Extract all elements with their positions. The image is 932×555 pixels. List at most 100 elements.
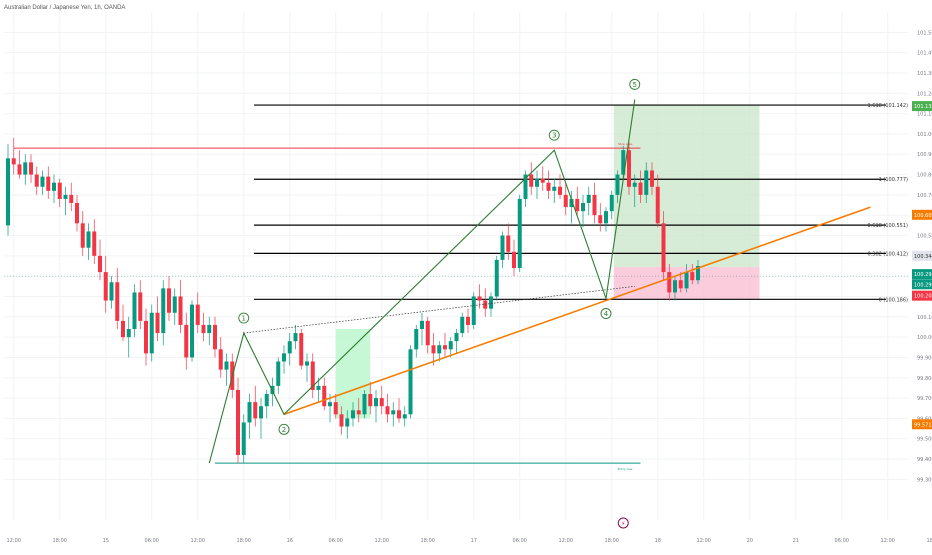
price-badge — [912, 209, 932, 220]
candle — [40, 176, 45, 187]
candle — [627, 150, 631, 187]
candle — [529, 174, 534, 187]
y-tick-label: 101.200 — [917, 91, 932, 97]
candle — [207, 324, 212, 334]
candle — [362, 394, 367, 415]
candle — [29, 162, 33, 175]
candle — [552, 186, 557, 191]
candle — [121, 320, 125, 338]
candle — [466, 316, 470, 325]
candle — [34, 174, 39, 187]
candle — [431, 345, 436, 354]
candle — [167, 288, 171, 313]
candle — [322, 385, 327, 407]
candle — [259, 406, 263, 419]
x-tick-label: 18:00 — [421, 538, 435, 544]
fib-label: 0.618 (100.551) — [868, 223, 909, 229]
candle — [69, 194, 74, 204]
dotted-line — [243, 285, 635, 334]
x-tick-label: 18:00 — [605, 538, 619, 544]
candle — [517, 198, 522, 269]
candle — [109, 282, 114, 301]
candle — [673, 280, 677, 293]
event-marker — [617, 517, 629, 529]
candle — [661, 223, 666, 273]
trend-line — [283, 206, 871, 416]
candle — [149, 312, 154, 354]
x-tick-label: 12:00 — [697, 538, 711, 544]
candle — [575, 198, 580, 212]
candle — [23, 162, 28, 175]
y-tick-label: 100.000 — [917, 335, 932, 341]
candle — [506, 235, 511, 252]
candle — [351, 410, 355, 419]
y-tick-label: 99.900 — [917, 355, 932, 361]
candle — [17, 164, 22, 175]
x-tick-label: 18:00 — [53, 538, 67, 544]
candle — [46, 176, 51, 191]
candles — [6, 137, 700, 464]
y-tick-label: 101.300 — [917, 71, 932, 77]
price-badge-label: 99.571 — [914, 422, 932, 428]
x-tick-label: 20 — [747, 538, 753, 544]
candle — [489, 296, 493, 309]
y-tick-label: 101.000 — [917, 132, 932, 138]
candle — [420, 320, 424, 329]
candle — [563, 194, 568, 208]
candle — [546, 182, 551, 191]
price-badge — [912, 250, 932, 261]
candle — [448, 341, 453, 350]
y-tick-label: 100.800 — [917, 173, 932, 179]
candle — [374, 398, 378, 407]
candle — [391, 410, 396, 415]
candle — [523, 174, 528, 199]
price-badge — [912, 419, 932, 430]
candle — [558, 186, 562, 195]
candle — [287, 341, 292, 354]
candle — [92, 231, 97, 256]
candle — [454, 333, 459, 342]
candle — [224, 361, 229, 370]
wave-label: 4 — [604, 310, 609, 318]
candle — [247, 402, 252, 423]
candle — [213, 324, 217, 350]
x-axis: 12:00 18:00 15 06:00 12:00 18:00 16 06:00 12:00 1… — [7, 538, 932, 544]
candle — [460, 316, 465, 334]
price-badge-label: 100.204 — [914, 294, 932, 300]
fib-label: 0 (100.186) — [879, 297, 908, 303]
y-tick-label: 100.500 — [917, 234, 932, 240]
candle — [604, 211, 608, 224]
x-tick-label: 12:00 — [881, 538, 895, 544]
candle — [414, 328, 419, 350]
wave-label: 3 — [552, 132, 556, 140]
candle — [696, 266, 700, 281]
x-tick-label: 06:00 — [513, 538, 527, 544]
y-tick-label: 99.700 — [917, 396, 932, 402]
candle — [75, 203, 79, 224]
y-tick-label: 100.900 — [917, 152, 932, 158]
candle — [80, 223, 85, 248]
candle — [144, 320, 148, 354]
wave-label: 5 — [633, 81, 637, 89]
candle — [201, 324, 206, 334]
wave-marker — [238, 312, 250, 324]
candle — [586, 194, 591, 204]
candle — [293, 333, 298, 342]
candle — [172, 296, 177, 313]
candle — [6, 158, 10, 226]
candle — [316, 385, 321, 390]
candle — [437, 345, 442, 354]
candle — [650, 170, 654, 187]
price-badge-label: 100.296 — [914, 282, 932, 288]
candle — [339, 414, 344, 427]
price-badge-label: 101.137 — [914, 104, 932, 110]
candle — [57, 182, 62, 199]
candle — [494, 259, 499, 297]
price-badge-label: 100.344 — [914, 254, 932, 260]
candle — [638, 182, 643, 195]
candle — [535, 178, 539, 187]
support-label: Entry Low — [618, 467, 633, 471]
target-zone — [613, 105, 760, 268]
